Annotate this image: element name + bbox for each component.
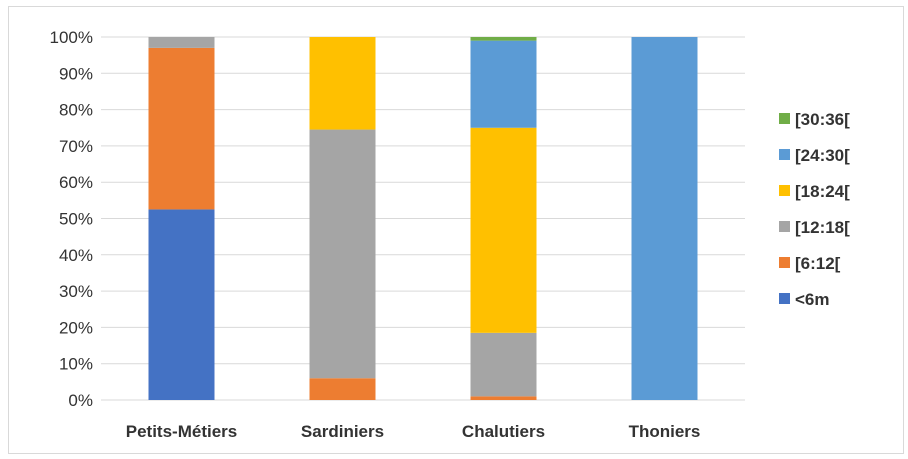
x-category-label: Chalutiers [462, 422, 545, 441]
bar-segment [470, 127, 537, 333]
legend-swatch [779, 185, 790, 196]
y-tick-label: 60% [59, 173, 93, 192]
bar-segment [631, 37, 698, 400]
legend-label: [6:12[ [795, 254, 841, 273]
bar-segment [470, 396, 537, 400]
stacked-percent-bar-chart: 0% 10% 20% 30% 40% 50% 60% 70% 80% 90% 100% Petits-… [50, 28, 851, 441]
y-tick-label: 0% [68, 391, 93, 410]
x-category-label: Thoniers [629, 422, 701, 441]
bar-segment [470, 332, 537, 397]
bar-segment [470, 37, 537, 41]
legend-label: [24:30[ [795, 146, 850, 165]
legend-label: [30:36[ [795, 110, 850, 129]
y-tick-label: 100% [50, 28, 93, 47]
bar-segment [148, 209, 215, 400]
legend-label: [12:18[ [795, 218, 850, 237]
bar-segment [470, 40, 537, 128]
legend-label: <6m [795, 290, 830, 309]
legend-swatch [779, 221, 790, 232]
chart-frame: 0% 10% 20% 30% 40% 50% 60% 70% 80% 90% 100% Petits-… [8, 6, 904, 454]
legend-swatch [779, 293, 790, 304]
x-category-label: Petits-Métiers [126, 422, 237, 441]
y-tick-label: 10% [59, 355, 93, 374]
bar-segment [309, 129, 376, 379]
legend-swatch [779, 257, 790, 268]
legend-swatch [779, 113, 790, 124]
bar-segment [309, 378, 376, 400]
y-tick-label: 20% [59, 318, 93, 337]
y-tick-label: 70% [59, 137, 93, 156]
y-tick-label: 50% [59, 210, 93, 229]
y-tick-label: 80% [59, 101, 93, 120]
legend-label: [18:24[ [795, 182, 850, 201]
bar-segment [148, 47, 215, 210]
bar-segment [309, 37, 376, 130]
y-tick-label: 30% [59, 282, 93, 301]
legend-swatch [779, 149, 790, 160]
y-tick-label: 40% [59, 246, 93, 265]
y-tick-label: 90% [59, 64, 93, 83]
x-category-label: Sardiniers [301, 422, 384, 441]
bar-segment [148, 37, 215, 48]
